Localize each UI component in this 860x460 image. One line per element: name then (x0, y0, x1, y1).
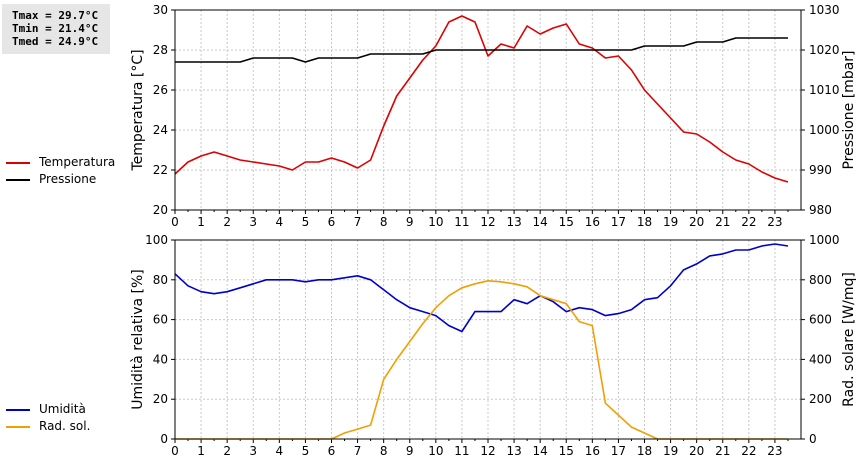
y-right-tick-label: 800 (809, 273, 832, 287)
x-tick-label: 0 (171, 215, 179, 229)
y-left-tick-label: 22 (153, 163, 168, 177)
y-right-axis-title: Pressione [mbar] (841, 50, 857, 169)
y-right-tick-label: 980 (809, 203, 832, 217)
y-left-tick-label: 0 (160, 432, 168, 446)
plot-frame (174, 239, 802, 440)
y-left-tick-label: 60 (153, 313, 168, 327)
x-tick-label: 7 (354, 215, 362, 229)
tmax-text: Tmax = 29.7°C (12, 9, 99, 22)
x-tick-label: 3 (249, 444, 257, 458)
x-tick-label: 17 (611, 444, 626, 458)
x-tick-label: 14 (533, 444, 548, 458)
y-right-tick-label: 200 (809, 392, 832, 406)
legend-label-temperatura: Temperatura (39, 155, 116, 169)
chart-panel-top: 0 1 2 3 4 5 6 7 8 9 10 11 12 13 14 15 16 17 18 19 20 21 22 2320… (130, 3, 857, 229)
x-tick-label: 19 (663, 444, 678, 458)
y-left-tick-label: 30 (153, 3, 168, 17)
x-tick-label: 10 (428, 215, 443, 229)
y-left-axis-title: Temperatura [°C] (130, 49, 146, 171)
x-tick-label: 1 (197, 215, 205, 229)
x-tick-label: 9 (406, 444, 414, 458)
x-tick-label: 11 (454, 215, 469, 229)
x-tick-label: 4 (276, 444, 284, 458)
x-tick-label: 12 (480, 215, 495, 229)
legend-label-pressione: Pressione (39, 172, 97, 186)
x-tick-label: 12 (480, 444, 495, 458)
series-line-temperatura (174, 15, 789, 183)
x-tick-label: 16 (585, 215, 600, 229)
x-tick-label: 3 (249, 215, 257, 229)
x-tick-label: 8 (380, 215, 388, 229)
y-left-tick-label: 80 (153, 273, 168, 287)
x-tick-label: 19 (663, 215, 678, 229)
x-tick-label: 20 (689, 215, 704, 229)
y-left-tick-label: 100 (145, 233, 168, 247)
chart-panel-bottom: 0 1 2 3 4 5 6 7 8 9 10 11 12 13 14 15 16 17 18 19 20 21 22 2302… (130, 233, 857, 458)
tmin-text: Tmin = 21.4°C (12, 22, 99, 35)
x-tick-label: 14 (533, 215, 548, 229)
x-tick-label: 22 (741, 444, 756, 458)
legend-swatch-pressione (6, 179, 30, 181)
y-right-axis-title: Rad. solare [W/mq] (841, 272, 857, 407)
x-tick-label: 2 (223, 444, 231, 458)
y-right-tick-label: 990 (809, 163, 832, 177)
x-tick-label: 4 (276, 215, 284, 229)
x-tick-label: 1 (197, 444, 205, 458)
y-left-tick-label: 24 (153, 123, 168, 137)
legend-label-radsol: Rad. sol. (39, 419, 91, 433)
legend-swatch-radsol (6, 426, 30, 428)
x-tick-label: 21 (715, 215, 730, 229)
y-left-tick-label: 40 (153, 352, 168, 366)
x-tick-label: 8 (380, 444, 388, 458)
y-right-tick-label: 1020 (809, 43, 840, 57)
x-tick-label: 16 (585, 444, 600, 458)
x-tick-label: 6 (328, 444, 336, 458)
x-tick-label: 13 (506, 444, 521, 458)
x-tick-label: 7 (354, 444, 362, 458)
x-tick-label: 23 (767, 215, 782, 229)
y-right-tick-label: 0 (809, 432, 817, 446)
x-tick-label: 18 (637, 444, 652, 458)
tmed-text: Tmed = 24.9°C (12, 35, 99, 48)
y-left-tick-label: 26 (153, 83, 168, 97)
x-tick-label: 2 (223, 215, 231, 229)
x-tick-label: 10 (428, 444, 443, 458)
x-tick-label: 0 (171, 444, 179, 458)
x-tick-label: 20 (689, 444, 704, 458)
legend-swatch-temperatura (6, 162, 30, 164)
y-right-tick-label: 600 (809, 313, 832, 327)
x-tick-label: 21 (715, 444, 730, 458)
legend-label-umidita: Umidità (39, 402, 86, 416)
x-tick-label: 22 (741, 215, 756, 229)
x-tick-label: 5 (302, 444, 310, 458)
y-right-tick-label: 1000 (809, 233, 840, 247)
x-tick-label: 17 (611, 215, 626, 229)
y-right-tick-label: 1000 (809, 123, 840, 137)
series-line-umidit (174, 243, 789, 333)
x-tick-label: 15 (559, 444, 574, 458)
x-tick-label: 11 (454, 444, 469, 458)
x-tick-label: 15 (559, 215, 574, 229)
y-right-tick-label: 400 (809, 352, 832, 366)
y-left-tick-label: 28 (153, 43, 168, 57)
x-tick-label: 9 (406, 215, 414, 229)
plot-frame (174, 9, 802, 211)
series-line-pressione (175, 37, 788, 63)
y-left-tick-label: 20 (153, 392, 168, 406)
stats-box: Tmax = 29.7°C Tmin = 21.4°C Tmed = 24.9°… (2, 4, 110, 54)
x-tick-label: 13 (506, 215, 521, 229)
legend-swatch-umidita (6, 409, 30, 411)
y-right-tick-label: 1030 (809, 3, 840, 17)
y-left-axis-title: Umidità relativa [%] (130, 269, 146, 410)
y-right-tick-label: 1010 (809, 83, 840, 97)
x-tick-label: 18 (637, 215, 652, 229)
y-left-tick-label: 20 (153, 203, 168, 217)
x-tick-label: 23 (767, 444, 782, 458)
x-tick-label: 6 (328, 215, 336, 229)
x-tick-label: 5 (302, 215, 310, 229)
